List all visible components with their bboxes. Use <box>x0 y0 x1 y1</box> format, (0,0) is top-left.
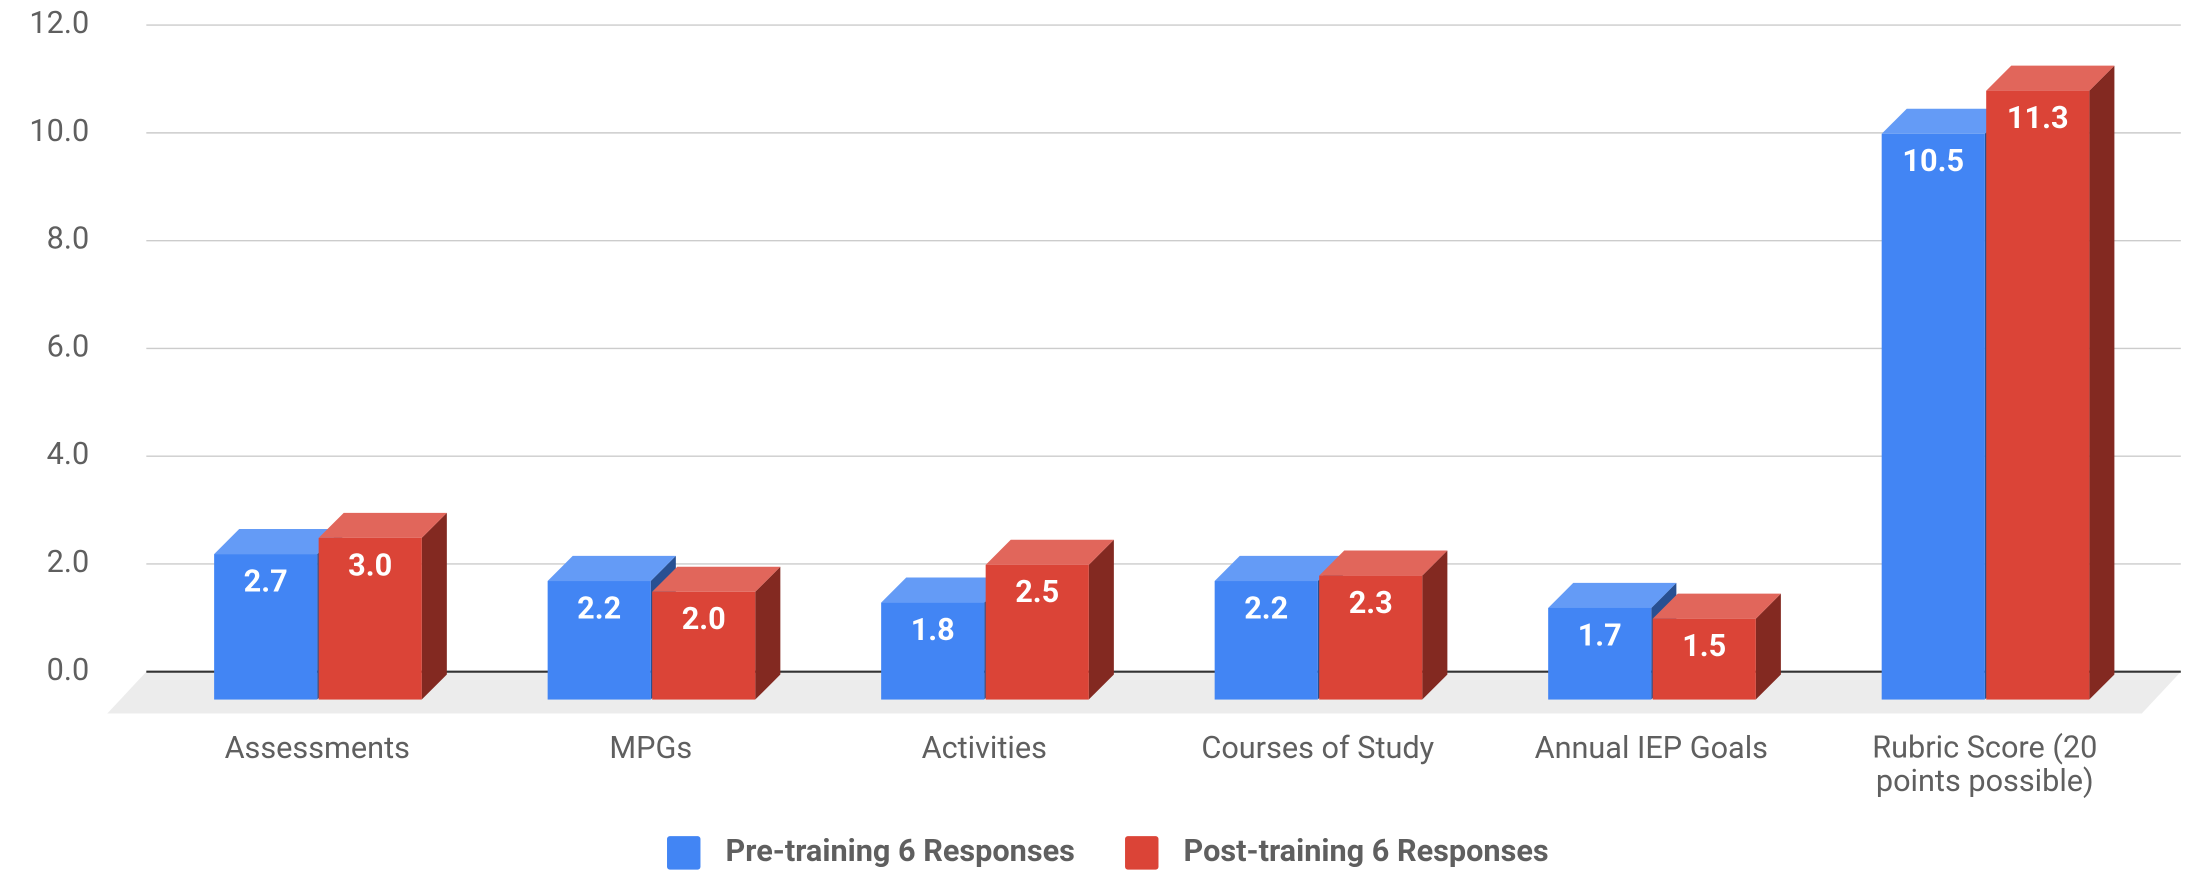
bar <box>318 537 422 700</box>
x-tick-label: Assessments <box>225 731 410 766</box>
data-label: 10.5 <box>1902 144 1964 179</box>
bar-top <box>1652 593 1781 619</box>
data-label: 2.2 <box>1244 591 1288 626</box>
bar-top <box>1986 65 2115 91</box>
data-label: 1.5 <box>1682 629 1726 664</box>
data-label: 2.7 <box>244 564 288 599</box>
bar-side <box>1755 593 1781 700</box>
bar <box>1652 618 1756 700</box>
data-label: 1.8 <box>911 613 955 648</box>
bar-side <box>421 512 447 700</box>
bar <box>881 602 985 700</box>
bar <box>1548 607 1652 700</box>
bar-top <box>1214 555 1343 582</box>
bar <box>1214 581 1318 700</box>
bar-side <box>755 566 781 700</box>
bar-top <box>652 566 781 592</box>
bar-top <box>985 539 1114 565</box>
bar <box>1319 575 1423 700</box>
y-tick-label: 12.0 <box>29 6 89 41</box>
data-label: 1.7 <box>1578 618 1622 653</box>
data-label: 3.0 <box>348 548 392 583</box>
bar <box>985 564 1089 700</box>
y-tick-label: 10.0 <box>29 114 89 149</box>
bar-top <box>214 528 343 555</box>
bar-top <box>881 577 1010 603</box>
data-label: 11.3 <box>2007 101 2069 136</box>
bar <box>214 554 318 700</box>
x-tick-label: Annual IEP Goals <box>1535 731 1768 766</box>
bar <box>547 581 651 700</box>
legend-item: Post-training 6 Responses <box>1125 834 1549 870</box>
data-label: 2.3 <box>1349 586 1393 621</box>
legend-swatch <box>1125 836 1159 870</box>
legend-label: Pre-training 6 Responses <box>726 834 1075 869</box>
bar <box>1881 133 1985 700</box>
y-tick-label: 6.0 <box>47 329 90 364</box>
bar <box>652 591 756 700</box>
bar-side <box>1088 539 1114 700</box>
data-label: 2.0 <box>682 602 726 637</box>
bar-side <box>1422 550 1448 700</box>
bar-side <box>2089 65 2115 700</box>
legend-label: Post-training 6 Responses <box>1184 834 1549 869</box>
bar-top <box>1319 550 1448 576</box>
legend-item: Pre-training 6 Responses <box>667 834 1075 870</box>
y-tick-label: 4.0 <box>47 437 90 472</box>
y-tick-label: 2.0 <box>47 545 90 580</box>
y-tick-label: 8.0 <box>47 222 90 257</box>
x-tick-label: Activities <box>922 731 1047 766</box>
bar <box>1986 90 2090 700</box>
x-tick-label: Courses of Study <box>1201 731 1434 766</box>
bar-top <box>1881 108 2010 134</box>
bar-top <box>318 512 447 538</box>
x-tick-label: MPGs <box>609 731 692 766</box>
legend-swatch <box>667 836 701 870</box>
data-label: 2.2 <box>577 591 621 626</box>
bar-top <box>547 555 676 582</box>
data-label: 2.5 <box>1015 575 1059 610</box>
x-tick-label: Rubric Score (20 points possible) <box>1872 731 2097 799</box>
bar-top <box>1548 582 1677 608</box>
y-tick-label: 0.0 <box>47 653 90 688</box>
